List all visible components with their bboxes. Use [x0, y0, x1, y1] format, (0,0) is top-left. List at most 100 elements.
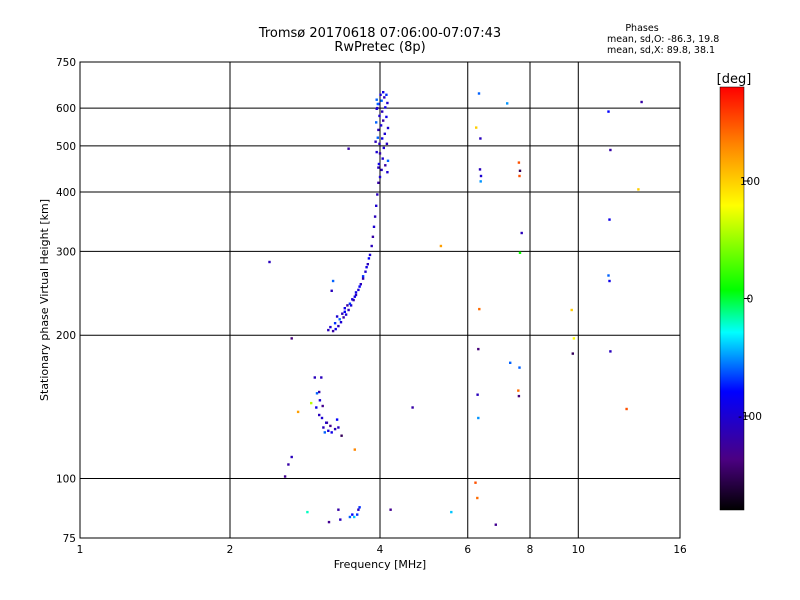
data-point	[361, 275, 365, 278]
data-point	[348, 302, 352, 305]
data-point	[327, 328, 330, 332]
y-tick-labels: 75 100 200 300 400 500 600 750	[56, 57, 76, 545]
data-point	[348, 515, 352, 519]
data-point	[386, 101, 389, 105]
data-point	[357, 508, 360, 511]
data-point	[356, 513, 359, 516]
data-point	[384, 164, 387, 167]
data-point	[517, 389, 520, 392]
x-tick-label: 1	[77, 544, 84, 556]
data-point	[379, 93, 382, 96]
data-point	[353, 515, 356, 519]
data-point	[357, 288, 360, 292]
data-point	[377, 128, 380, 132]
data-point	[352, 298, 355, 302]
data-point	[334, 327, 337, 331]
data-point	[344, 313, 348, 316]
data-point	[389, 508, 392, 511]
x-tick-label: 8	[527, 544, 534, 556]
y-tick-label: 100	[56, 474, 76, 486]
data-point	[343, 310, 346, 313]
data-point	[351, 513, 354, 516]
data-point	[375, 121, 378, 124]
data-point	[349, 304, 353, 307]
data-point	[378, 114, 381, 118]
data-point	[386, 171, 389, 174]
data-point	[354, 293, 358, 297]
data-point	[518, 174, 521, 178]
data-point	[339, 321, 343, 324]
y-tick-label: 75	[63, 533, 76, 545]
data-point	[313, 376, 316, 379]
data-point	[476, 496, 479, 500]
data-point	[318, 399, 322, 402]
data-point	[342, 316, 345, 319]
data-point	[478, 168, 482, 171]
data-point	[494, 523, 497, 526]
data-point	[341, 312, 344, 315]
data-point	[378, 175, 382, 179]
data-point	[327, 520, 331, 524]
data-point	[518, 169, 522, 172]
data-point	[347, 308, 350, 312]
data-point	[268, 260, 271, 264]
x-tick-label: 4	[377, 544, 384, 556]
data-point	[609, 148, 612, 152]
data-point	[325, 421, 329, 424]
data-point	[607, 110, 610, 113]
data-point	[518, 251, 522, 254]
data-point	[640, 100, 643, 104]
data-point	[439, 244, 443, 248]
data-point	[373, 215, 377, 218]
data-point	[383, 132, 386, 135]
data-point	[517, 161, 521, 164]
data-point	[474, 481, 477, 484]
data-point	[366, 263, 369, 266]
data-point	[353, 448, 356, 451]
data-point	[329, 424, 332, 428]
data-point	[375, 98, 378, 101]
data-point	[376, 136, 379, 139]
data-point	[368, 253, 372, 257]
data-point	[296, 410, 300, 414]
data-point	[358, 285, 361, 288]
data-point	[346, 304, 349, 307]
data-point	[331, 329, 335, 333]
data-point	[358, 506, 361, 509]
data-point	[331, 279, 335, 283]
data-point	[377, 166, 380, 169]
data-point	[329, 325, 332, 329]
data-point	[475, 126, 478, 129]
data-point	[335, 315, 339, 318]
y-tick-label: 500	[56, 141, 76, 153]
x-tick-label: 16	[673, 544, 687, 556]
data-point	[381, 110, 384, 113]
data-point	[318, 413, 321, 417]
chart-title: Tromsø 20170618 07:06:00-07:07:43	[258, 26, 502, 41]
data-point	[287, 463, 290, 466]
data-point	[385, 115, 388, 119]
x-tick-label: 6	[464, 544, 471, 556]
data-point	[372, 225, 376, 228]
data-point	[411, 406, 414, 409]
data-point	[343, 307, 346, 310]
data-point	[320, 416, 324, 420]
colorbar-label: [deg]	[717, 72, 752, 87]
data-point	[608, 279, 611, 283]
data-point	[450, 510, 453, 514]
data-point	[570, 308, 573, 312]
data-point	[477, 416, 480, 420]
data-point	[330, 289, 333, 292]
data-point	[337, 426, 340, 429]
data-point	[382, 146, 385, 150]
y-tick-label: 300	[56, 246, 76, 258]
colorbar-tick-label: -100	[738, 411, 762, 423]
data-point	[381, 157, 384, 160]
data-point	[365, 266, 368, 269]
plot-frame	[79, 61, 681, 539]
x-tick-label: 10	[572, 544, 585, 556]
data-point	[315, 406, 318, 409]
data-point	[290, 455, 293, 459]
data-point	[380, 99, 383, 102]
